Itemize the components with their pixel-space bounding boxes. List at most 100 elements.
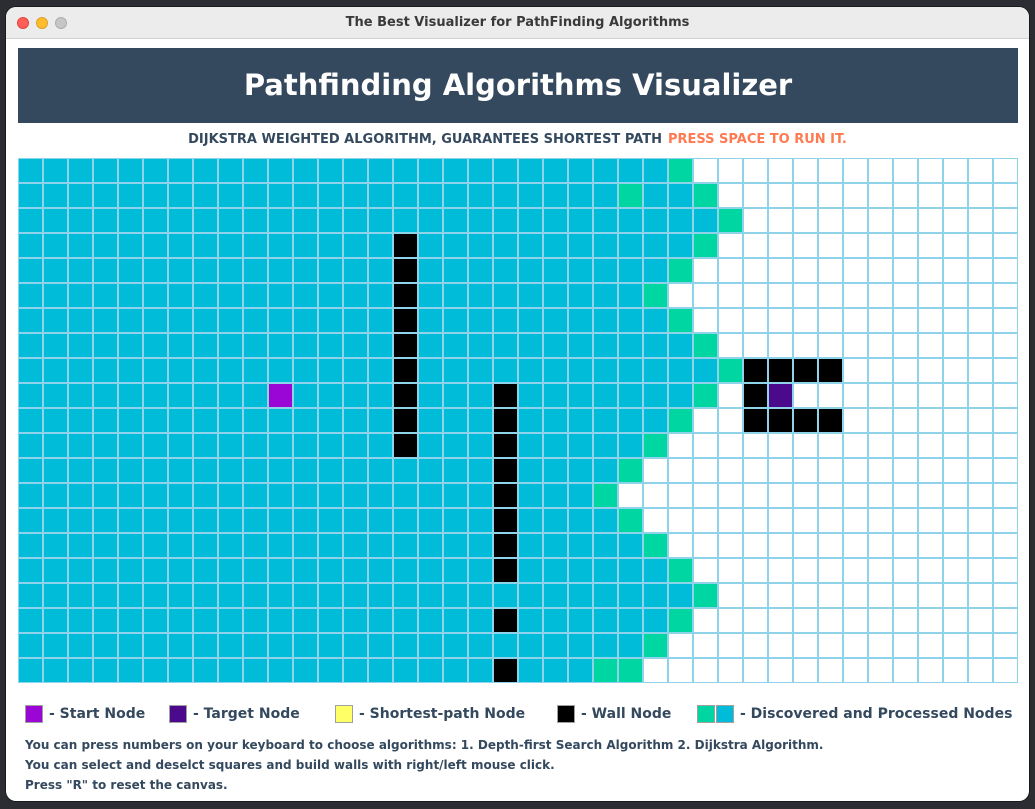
processed-cell[interactable] [493,183,518,208]
processed-cell[interactable] [68,508,93,533]
processed-cell[interactable] [518,358,543,383]
processed-cell[interactable] [243,383,268,408]
empty-cell[interactable] [943,508,968,533]
processed-cell[interactable] [543,383,568,408]
processed-cell[interactable] [168,633,193,658]
processed-cell[interactable] [343,408,368,433]
processed-cell[interactable] [468,433,493,458]
empty-cell[interactable] [868,433,893,458]
processed-cell[interactable] [593,358,618,383]
empty-cell[interactable] [893,658,918,683]
empty-cell[interactable] [668,508,693,533]
processed-cell[interactable] [68,658,93,683]
processed-cell[interactable] [593,158,618,183]
processed-cell[interactable] [43,583,68,608]
processed-cell[interactable] [493,233,518,258]
processed-cell[interactable] [418,258,443,283]
processed-cell[interactable] [193,358,218,383]
empty-cell[interactable] [993,408,1018,433]
processed-cell[interactable] [193,583,218,608]
empty-cell[interactable] [893,408,918,433]
empty-cell[interactable] [843,633,868,658]
empty-cell[interactable] [893,558,918,583]
processed-cell[interactable] [443,208,468,233]
empty-cell[interactable] [943,433,968,458]
empty-cell[interactable] [868,658,893,683]
processed-cell[interactable] [218,608,243,633]
empty-cell[interactable] [793,433,818,458]
processed-cell[interactable] [443,383,468,408]
processed-cell[interactable] [418,533,443,558]
empty-cell[interactable] [918,483,943,508]
empty-cell[interactable] [693,658,718,683]
processed-cell[interactable] [18,458,43,483]
processed-cell[interactable] [43,258,68,283]
processed-cell[interactable] [618,208,643,233]
processed-cell[interactable] [443,458,468,483]
processed-cell[interactable] [443,658,468,683]
processed-cell[interactable] [418,383,443,408]
empty-cell[interactable] [818,208,843,233]
processed-cell[interactable] [93,483,118,508]
processed-cell[interactable] [18,183,43,208]
processed-cell[interactable] [93,433,118,458]
empty-cell[interactable] [993,583,1018,608]
empty-cell[interactable] [768,633,793,658]
processed-cell[interactable] [468,458,493,483]
empty-cell[interactable] [743,233,768,258]
empty-cell[interactable] [843,608,868,633]
processed-cell[interactable] [568,458,593,483]
empty-cell[interactable] [968,333,993,358]
wall-cell[interactable] [793,408,818,433]
processed-cell[interactable] [243,158,268,183]
empty-cell[interactable] [693,308,718,333]
processed-cell[interactable] [118,358,143,383]
processed-cell[interactable] [393,208,418,233]
processed-cell[interactable] [418,608,443,633]
processed-cell[interactable] [343,258,368,283]
empty-cell[interactable] [818,308,843,333]
processed-cell[interactable] [268,233,293,258]
empty-cell[interactable] [943,183,968,208]
empty-cell[interactable] [893,458,918,483]
processed-cell[interactable] [393,558,418,583]
empty-cell[interactable] [868,408,893,433]
processed-cell[interactable] [318,308,343,333]
processed-cell[interactable] [293,283,318,308]
processed-cell[interactable] [418,233,443,258]
wall-cell[interactable] [493,658,518,683]
empty-cell[interactable] [743,583,768,608]
processed-cell[interactable] [93,458,118,483]
processed-cell[interactable] [643,558,668,583]
processed-cell[interactable] [293,558,318,583]
processed-cell[interactable] [168,308,193,333]
empty-cell[interactable] [993,658,1018,683]
empty-cell[interactable] [743,283,768,308]
processed-cell[interactable] [218,533,243,558]
empty-cell[interactable] [943,308,968,333]
processed-cell[interactable] [268,658,293,683]
processed-cell[interactable] [643,158,668,183]
discovered-cell[interactable] [618,658,643,683]
empty-cell[interactable] [693,483,718,508]
processed-cell[interactable] [218,158,243,183]
discovered-cell[interactable] [718,358,743,383]
processed-cell[interactable] [618,633,643,658]
processed-cell[interactable] [118,308,143,333]
processed-cell[interactable] [568,183,593,208]
empty-cell[interactable] [868,308,893,333]
processed-cell[interactable] [518,608,543,633]
empty-cell[interactable] [793,483,818,508]
processed-cell[interactable] [618,608,643,633]
wall-cell[interactable] [743,358,768,383]
processed-cell[interactable] [668,383,693,408]
processed-cell[interactable] [318,433,343,458]
empty-cell[interactable] [718,233,743,258]
processed-cell[interactable] [468,233,493,258]
wall-cell[interactable] [493,558,518,583]
processed-cell[interactable] [193,608,218,633]
processed-cell[interactable] [393,158,418,183]
processed-cell[interactable] [643,183,668,208]
empty-cell[interactable] [968,158,993,183]
discovered-cell[interactable] [668,408,693,433]
